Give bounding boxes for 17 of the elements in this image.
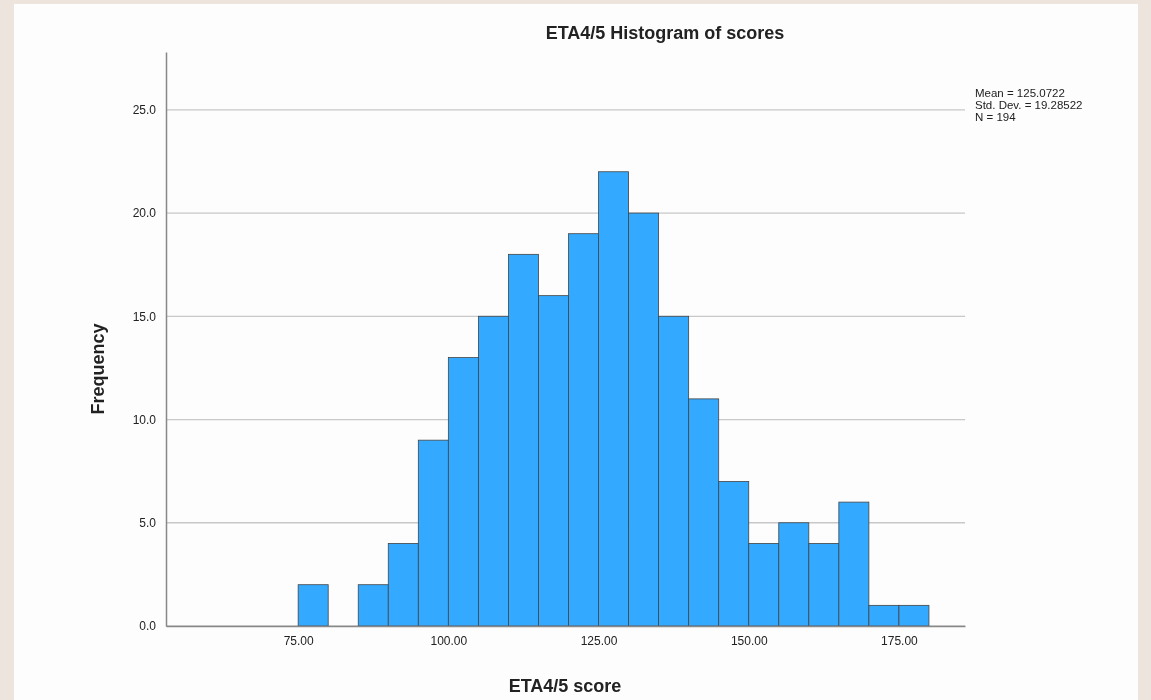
x-tick-label: 125.00: [580, 633, 618, 648]
x-tick-label: 150.00: [730, 633, 768, 648]
text: N = 194: [975, 111, 1017, 123]
y-tick-label: 0.0: [139, 619, 157, 634]
chart-title: ETA4/5 Histogram of scores: [545, 23, 785, 43]
y-tick-label: 25.0: [132, 103, 157, 118]
text: Std. Dev. = 19.28522: [975, 99, 1083, 111]
x-axis-title: ETA4/5 score: [508, 676, 622, 696]
text: Mean = 125.0722: [975, 87, 1065, 99]
y-tick-label: 10.0: [132, 412, 157, 427]
y-tick-label: 20.0: [132, 206, 157, 221]
y-tick-label: 5.0: [139, 516, 157, 531]
y-tick-label: 15.0: [132, 309, 157, 324]
y-axis-title: Frequency: [88, 323, 108, 415]
x-tick-label: 100.00: [430, 633, 468, 648]
x-tick-label: 75.00: [283, 633, 315, 648]
x-tick-label: 175.00: [881, 633, 919, 648]
